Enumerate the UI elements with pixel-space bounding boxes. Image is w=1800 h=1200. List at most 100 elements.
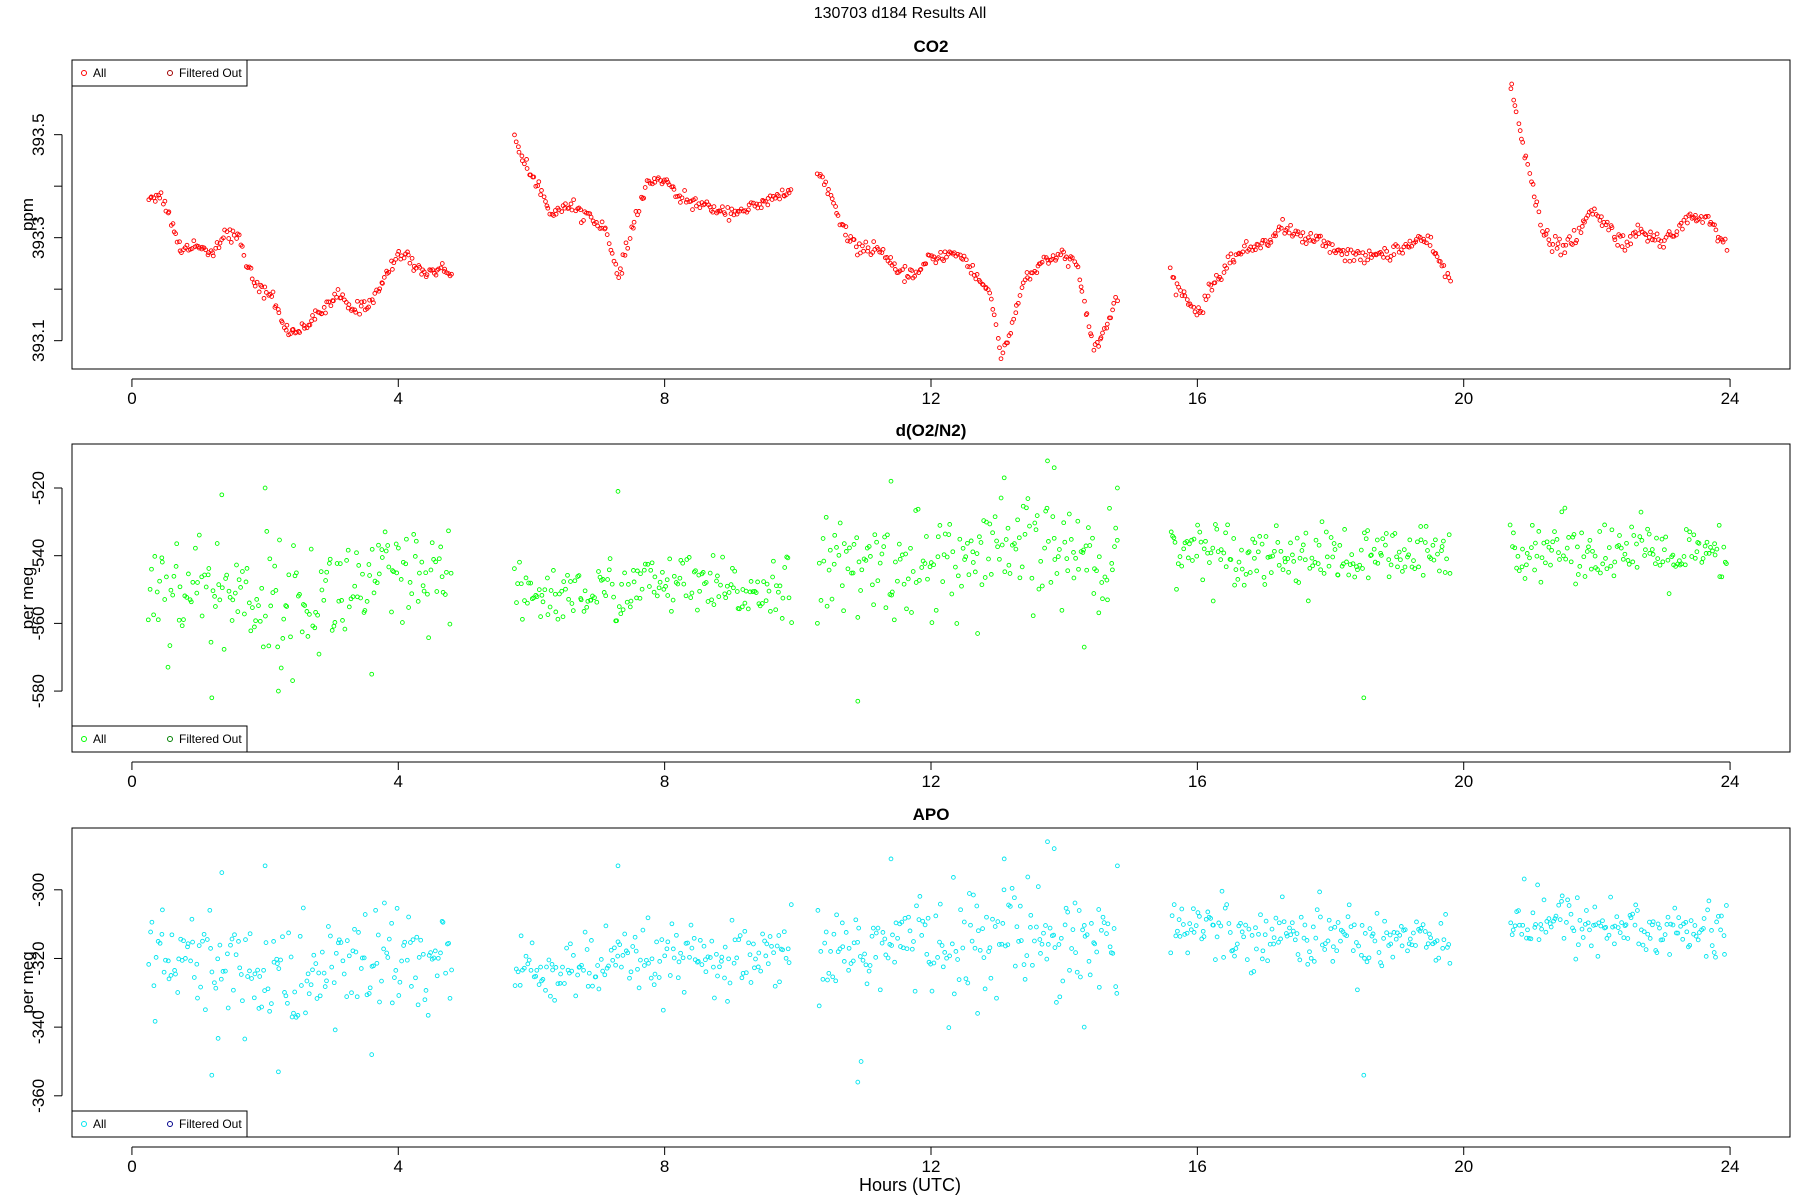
data-point bbox=[331, 623, 337, 629]
data-point bbox=[1436, 955, 1442, 961]
data-point bbox=[588, 214, 594, 220]
data-point bbox=[1001, 475, 1007, 481]
data-point bbox=[1509, 932, 1515, 938]
data-point bbox=[697, 205, 703, 211]
data-point bbox=[619, 271, 625, 276]
data-point bbox=[1538, 922, 1544, 927]
data-point bbox=[166, 976, 172, 982]
data-point bbox=[1200, 577, 1206, 583]
data-point bbox=[255, 967, 260, 973]
data-point bbox=[1719, 237, 1725, 243]
data-point bbox=[1337, 543, 1343, 548]
data-point bbox=[603, 923, 609, 929]
data-point bbox=[1536, 529, 1542, 534]
data-point bbox=[1552, 233, 1558, 239]
data-point bbox=[994, 538, 999, 544]
data-point bbox=[1255, 549, 1261, 555]
data-point bbox=[434, 267, 440, 273]
data-point bbox=[1599, 214, 1604, 220]
data-point bbox=[1300, 230, 1306, 235]
data-point bbox=[443, 970, 448, 976]
data-point bbox=[1425, 548, 1430, 553]
data-point bbox=[399, 958, 404, 964]
data-point bbox=[213, 604, 218, 609]
data-point bbox=[571, 953, 576, 958]
data-point bbox=[1035, 884, 1041, 889]
data-point bbox=[264, 529, 270, 534]
data-point bbox=[1600, 561, 1606, 567]
data-point bbox=[154, 589, 160, 595]
data-point bbox=[1532, 925, 1538, 930]
data-point bbox=[1246, 549, 1252, 555]
data-point bbox=[184, 595, 190, 600]
data-point bbox=[1000, 921, 1006, 926]
data-point bbox=[940, 964, 946, 970]
data-point bbox=[1326, 917, 1332, 923]
data-point bbox=[1216, 920, 1222, 926]
data-point bbox=[1347, 562, 1353, 567]
data-point bbox=[1210, 598, 1216, 604]
data-point bbox=[440, 919, 446, 925]
data-point bbox=[984, 914, 989, 920]
data-point bbox=[1387, 932, 1393, 938]
data-point bbox=[682, 188, 687, 193]
data-point bbox=[977, 279, 983, 285]
data-point bbox=[570, 608, 576, 613]
data-point bbox=[322, 984, 328, 989]
data-point bbox=[1307, 949, 1312, 955]
data-point bbox=[423, 570, 429, 576]
data-point bbox=[1294, 535, 1300, 541]
data-point bbox=[196, 532, 202, 538]
data-point bbox=[783, 955, 789, 961]
data-point bbox=[618, 611, 624, 617]
data-point bbox=[987, 290, 993, 296]
data-point bbox=[931, 562, 936, 568]
data-point bbox=[979, 582, 985, 588]
data-point bbox=[845, 238, 850, 244]
data-point bbox=[1100, 330, 1105, 336]
data-point bbox=[1666, 591, 1672, 596]
data-point bbox=[304, 609, 310, 614]
data-point bbox=[1034, 924, 1039, 930]
data-point bbox=[776, 933, 782, 938]
data-point bbox=[1686, 537, 1692, 542]
data-point bbox=[1302, 922, 1308, 928]
data-point bbox=[203, 1007, 208, 1013]
data-point bbox=[1017, 293, 1023, 298]
data-point bbox=[1648, 229, 1653, 235]
data-points bbox=[145, 458, 1729, 704]
data-point bbox=[870, 925, 876, 931]
data-point bbox=[840, 944, 846, 950]
data-point bbox=[836, 552, 842, 558]
data-point bbox=[538, 192, 543, 198]
data-point bbox=[220, 969, 226, 974]
data-point bbox=[169, 932, 175, 938]
data-point bbox=[1692, 923, 1698, 928]
data-point bbox=[1360, 250, 1366, 256]
data-point bbox=[174, 541, 180, 547]
data-point bbox=[609, 581, 615, 587]
data-point bbox=[1600, 918, 1605, 924]
data-point bbox=[1687, 942, 1693, 948]
data-point bbox=[538, 614, 543, 619]
data-point bbox=[191, 238, 197, 244]
data-point bbox=[1231, 536, 1237, 541]
data-point bbox=[975, 631, 980, 636]
data-point bbox=[1646, 531, 1652, 537]
data-point bbox=[1645, 238, 1650, 244]
data-point bbox=[780, 595, 786, 601]
data-point bbox=[157, 578, 162, 584]
data-point bbox=[786, 595, 792, 601]
data-point bbox=[411, 268, 417, 273]
data-point bbox=[1407, 238, 1413, 244]
data-point bbox=[669, 608, 674, 614]
y-tick-label: -300 bbox=[29, 873, 48, 907]
data-point bbox=[1721, 544, 1727, 550]
data-point bbox=[877, 560, 883, 566]
data-point bbox=[1203, 538, 1208, 544]
data-point bbox=[199, 613, 205, 619]
data-point bbox=[1688, 918, 1694, 923]
data-point bbox=[680, 560, 686, 566]
data-point bbox=[552, 997, 557, 1003]
data-point bbox=[1530, 910, 1536, 916]
